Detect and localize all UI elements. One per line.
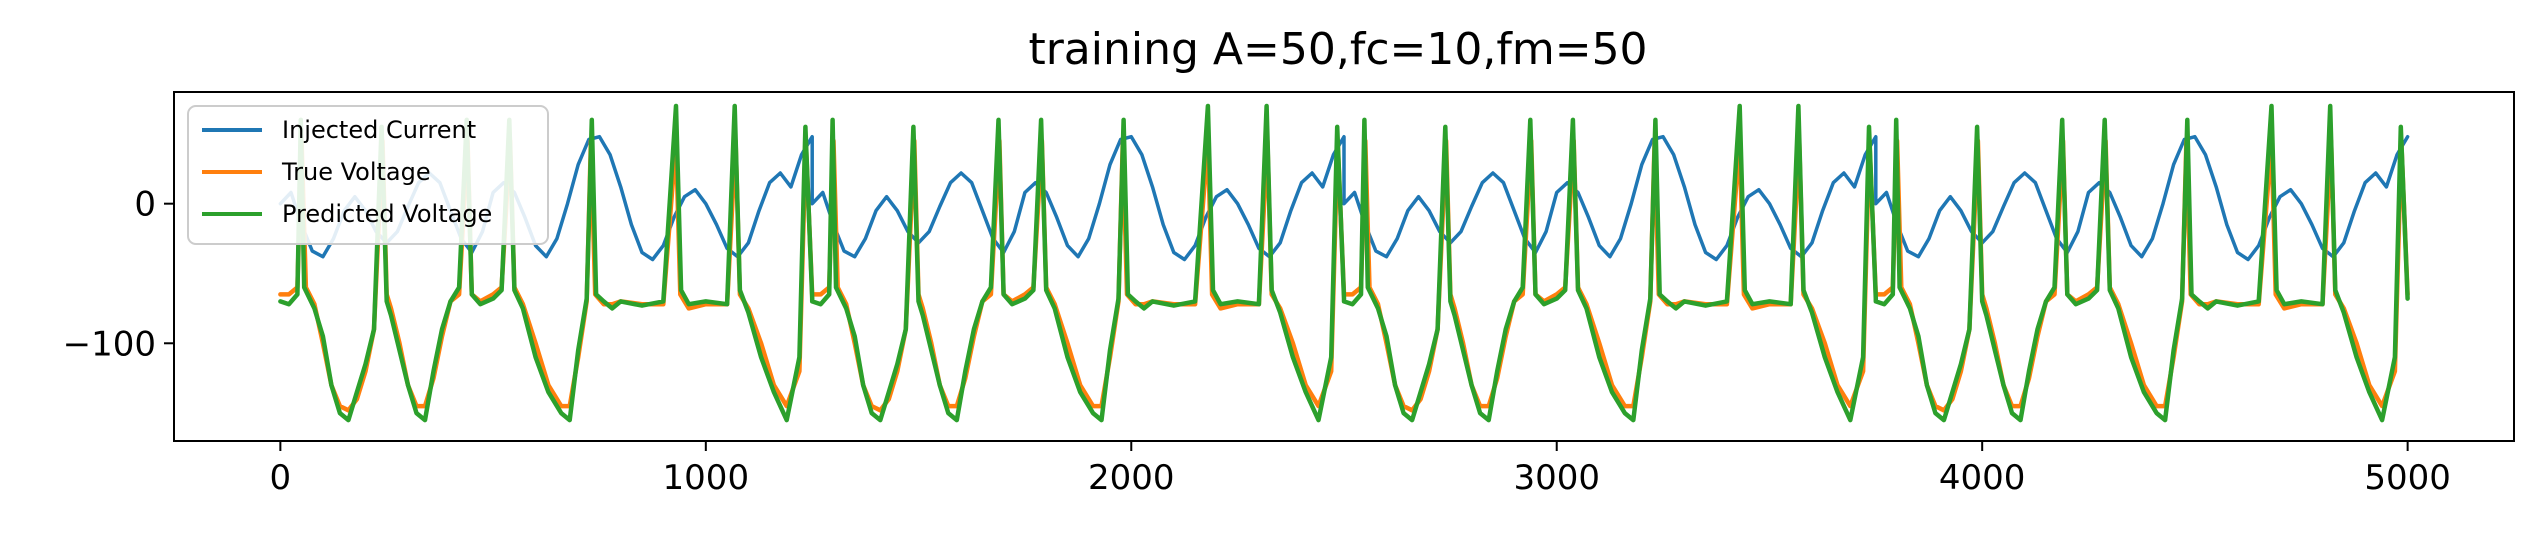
series-layer: [278, 103, 2410, 423]
series-line-predicted-voltage: [278, 103, 2410, 423]
legend: Injected Current True Voltage Predicted …: [187, 105, 549, 245]
x-tick-label: 3000: [1513, 458, 1600, 498]
y-tick-label: −100: [63, 324, 156, 364]
legend-label-injected-current: Injected Current: [282, 116, 476, 144]
axes-layer: 0 1000 2000 3000 4000 5000 0 −100: [63, 185, 2451, 498]
x-tick-label: 0: [270, 458, 292, 498]
legend-label-predicted-voltage: Predicted Voltage: [282, 200, 492, 228]
series-line-injected-current: [278, 134, 2410, 262]
legend-box: [187, 105, 549, 245]
x-tick-label: 2000: [1088, 458, 1175, 498]
y-tick-label: 0: [134, 185, 156, 225]
x-tick-label: 4000: [1939, 458, 2026, 498]
legend-label-true-voltage: True Voltage: [281, 158, 431, 186]
x-tick-label: 1000: [663, 458, 750, 498]
x-tick-label: 5000: [2364, 458, 2451, 498]
chart-title: training A=50,fc=10,fm=50: [1028, 24, 1647, 75]
